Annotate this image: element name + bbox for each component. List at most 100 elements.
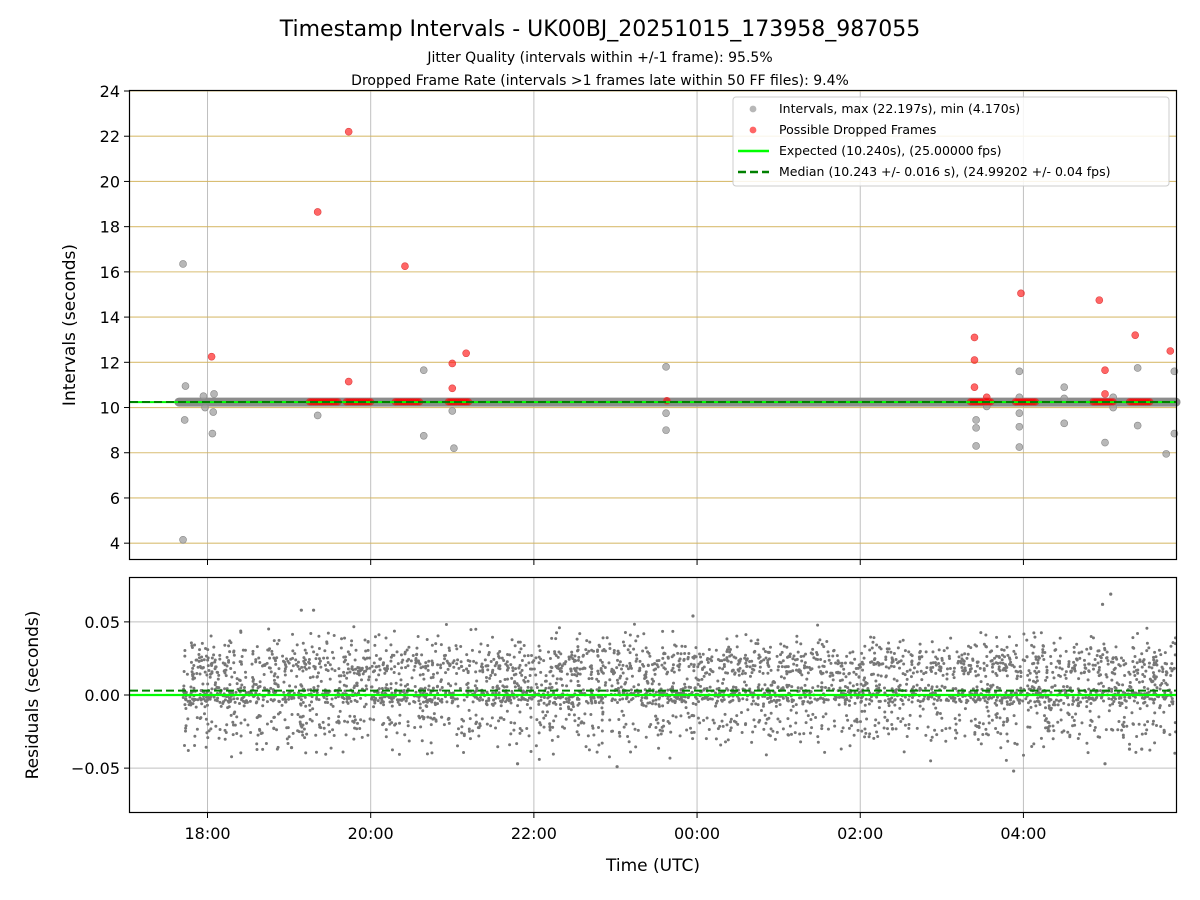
residual-point — [1134, 691, 1138, 695]
residual-point — [272, 656, 276, 660]
residual-point — [1169, 666, 1173, 670]
residual-point — [612, 649, 616, 653]
residual-point — [564, 660, 568, 664]
residual-point — [814, 657, 818, 661]
interval-point — [180, 416, 189, 424]
residual-point — [518, 710, 522, 714]
residual-point — [312, 650, 316, 654]
residual-point — [534, 744, 538, 748]
residual-point — [790, 685, 794, 689]
residual-point — [901, 654, 905, 658]
residual-point — [994, 672, 998, 676]
residual-point — [848, 651, 852, 655]
residual-point — [1089, 701, 1093, 705]
residual-point — [722, 658, 726, 662]
residual-point — [852, 670, 856, 674]
residual-point — [886, 701, 890, 705]
residual-point — [377, 633, 381, 637]
residual-point — [389, 696, 393, 700]
residual-point — [959, 660, 963, 664]
residual-point — [420, 739, 424, 743]
residual-point — [1047, 721, 1051, 725]
residual-point — [646, 663, 650, 667]
residual-point — [424, 666, 428, 670]
residual-point — [791, 704, 795, 708]
residual-point — [365, 667, 369, 671]
residual-point — [203, 670, 207, 674]
residual-point — [194, 705, 198, 709]
residual-point — [1025, 638, 1029, 642]
residual-point — [189, 660, 193, 664]
residual-point — [873, 723, 877, 727]
residual-point — [556, 655, 560, 659]
residual-point — [426, 668, 430, 672]
residual-point — [878, 645, 882, 649]
residual-point — [405, 696, 409, 700]
residual-point — [445, 700, 449, 704]
residual-point — [577, 733, 581, 737]
residual-point — [1064, 676, 1068, 680]
residual-point — [512, 655, 516, 659]
residual-point — [403, 684, 407, 688]
residual-point — [274, 662, 278, 666]
residual-point — [240, 696, 244, 700]
residual-point — [356, 669, 360, 673]
residual-point — [1010, 702, 1014, 706]
residual-point — [407, 645, 411, 649]
residual-point — [863, 735, 867, 739]
residuals-y-axis-label: Residuals (seconds) — [23, 611, 43, 780]
residual-point — [671, 699, 675, 703]
residual-point — [895, 679, 899, 683]
residual-point — [995, 712, 999, 716]
residual-point — [465, 667, 469, 671]
residual-point — [497, 687, 501, 691]
residual-point — [933, 728, 937, 732]
residual-point — [514, 667, 518, 671]
residual-point — [612, 651, 616, 655]
residual-point — [1013, 741, 1017, 745]
residual-point — [435, 671, 439, 675]
residual-point — [527, 661, 531, 665]
residual-point — [455, 647, 459, 651]
residual-point — [749, 639, 753, 643]
residual-point — [1153, 741, 1157, 745]
residual-point — [976, 737, 980, 741]
residual-point — [324, 668, 328, 672]
residual-point — [455, 733, 459, 737]
residual-point — [685, 728, 689, 732]
residual-point — [1027, 687, 1031, 691]
residual-point — [894, 727, 898, 731]
residual-point — [979, 742, 983, 746]
residual-point — [734, 720, 738, 724]
residual-point — [317, 634, 321, 638]
residual-point — [590, 676, 594, 680]
residual-point — [545, 703, 549, 707]
residual-point — [385, 683, 389, 687]
residual-point — [944, 739, 948, 743]
residual-point — [827, 654, 831, 658]
residual-point — [1039, 631, 1043, 635]
residual-point — [496, 745, 500, 749]
residual-point — [668, 756, 672, 760]
residual-point — [283, 698, 287, 702]
residual-point — [1157, 648, 1161, 652]
residual-point — [1123, 695, 1127, 699]
residual-point — [567, 696, 571, 700]
residual-point — [656, 721, 660, 725]
residual-point — [353, 718, 357, 722]
residual-point — [542, 725, 546, 729]
dropped-frame-point — [448, 384, 457, 393]
residual-point — [806, 700, 810, 704]
residual-point — [625, 696, 629, 700]
residual-point — [706, 657, 710, 661]
residual-point — [182, 743, 186, 747]
residual-point — [1028, 699, 1032, 703]
residual-point — [1083, 663, 1087, 667]
residual-point — [845, 697, 849, 701]
residual-point — [937, 668, 941, 672]
residual-point — [299, 703, 303, 707]
residual-point — [1132, 670, 1136, 674]
residual-point — [834, 661, 838, 665]
residual-point — [872, 736, 876, 740]
residual-point — [589, 695, 593, 699]
